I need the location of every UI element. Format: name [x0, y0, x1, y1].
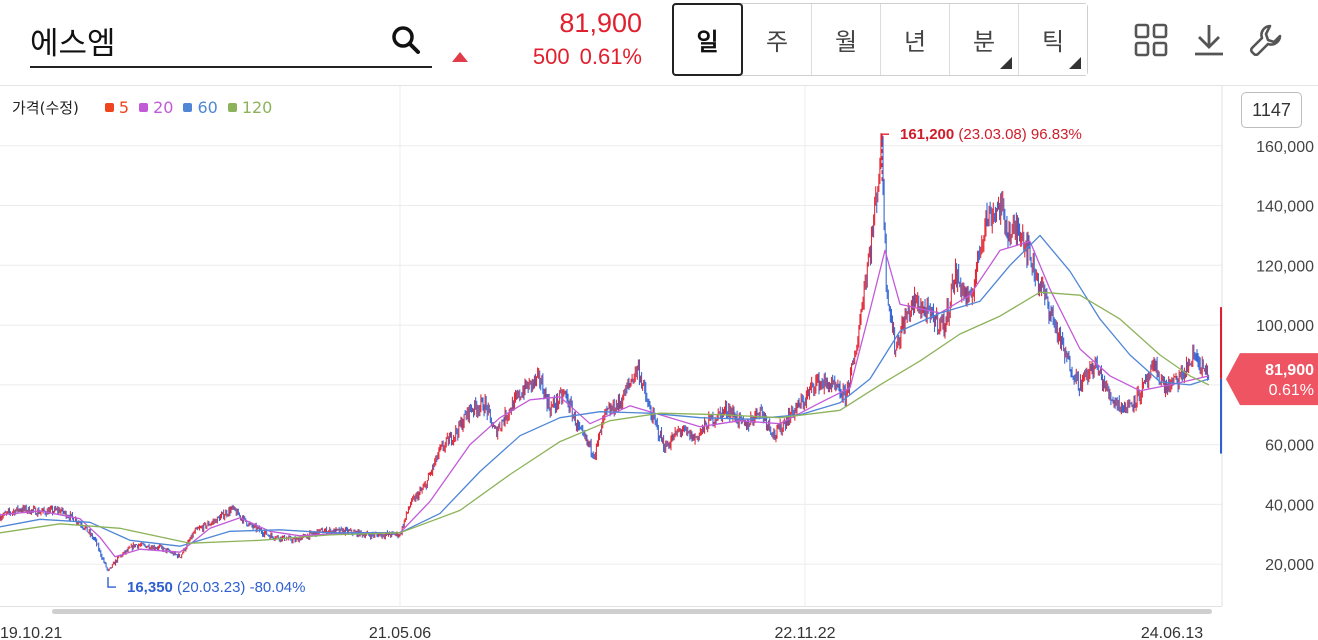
search-icon[interactable] [390, 24, 422, 56]
current-price-tag [1226, 353, 1318, 406]
legend-swatch [227, 103, 237, 112]
y-tick-label: 140,000 [1256, 199, 1314, 216]
chart-legend: 가격(수정) 5 20 60 120 [12, 97, 282, 118]
stock-price-chart[interactable]: 20,00040,00060,00080,000100,000120,00014… [0, 86, 1318, 640]
current-price-tag-value: 81,900 [1265, 362, 1314, 379]
period-button-label: 월 [834, 28, 858, 56]
header: 81,900 500 0.61% 일 주 월 년 분 틱 [0, 0, 1318, 86]
candle-count-badge[interactable]: 1147 [1241, 92, 1302, 128]
legend-item-label: 120 [241, 98, 273, 117]
period-button-label: 일 [696, 28, 719, 56]
price-change: 500 0.61% [480, 44, 642, 70]
stock-search-box [30, 14, 432, 68]
legend-price-label: 가격(수정) [12, 99, 79, 117]
current-price: 81,900 [559, 8, 642, 38]
period-button-label: 분 [972, 28, 996, 56]
x-tick-label: 22.11.22 [774, 625, 835, 640]
x-tick-label: 19.10.21 [0, 625, 62, 640]
y-tick-label: 120,000 [1256, 258, 1314, 275]
low-marker-arrow-icon [107, 577, 116, 588]
y-tick-label: 160,000 [1256, 139, 1314, 156]
stock-search-input[interactable] [30, 18, 370, 62]
period-button-2[interactable]: 월 [811, 4, 880, 75]
x-tick-label: 21.05.06 [369, 625, 431, 640]
legend-item-ma5[interactable]: 5 [104, 98, 130, 117]
layout-grid-icon[interactable] [1133, 22, 1169, 58]
moving-average-line-60 [0, 234, 1210, 547]
y-tick-label: 60,000 [1265, 438, 1314, 455]
x-axis-line [0, 606, 1222, 607]
period-button-0[interactable]: 일 [672, 3, 743, 76]
submenu-corner-icon [1069, 57, 1081, 69]
high-annotation: 161,200 (23.03.08) 96.83% [900, 126, 1082, 143]
period-button-label: 틱 [1041, 28, 1065, 56]
legend-swatch [183, 103, 193, 112]
legend-swatch [139, 103, 149, 112]
moving-average-line-120 [0, 291, 1210, 544]
legend-items: 5 20 60 120 [104, 98, 282, 117]
x-tick-label: 24.06.13 [1141, 625, 1203, 640]
legend-item-ma60[interactable]: 60 [183, 98, 218, 117]
period-button-label: 년 [903, 28, 927, 56]
period-button-4[interactable]: 분 [949, 4, 1018, 75]
legend-item-label: 5 [118, 98, 130, 117]
period-button-label: 주 [765, 28, 789, 56]
download-icon[interactable] [1191, 22, 1227, 58]
high-marker-arrow-icon [881, 133, 889, 141]
legend-item-label: 60 [197, 98, 218, 117]
low-annotation: 16,350 (20.03.23) -80.04% [127, 579, 305, 596]
current-price-tag-percent: 0.61% [1269, 382, 1314, 399]
y-tick-label: 20,000 [1265, 557, 1314, 574]
period-button-1[interactable]: 주 [742, 4, 811, 75]
price-up-arrow-icon [452, 52, 468, 62]
period-button-3[interactable]: 년 [880, 4, 949, 75]
legend-item-label: 20 [153, 98, 174, 117]
moving-average-line-20 [0, 240, 1210, 558]
settings-wrench-icon[interactable] [1248, 22, 1284, 58]
legend-swatch [104, 103, 114, 112]
period-button-5[interactable]: 틱 [1018, 4, 1087, 75]
legend-item-ma20[interactable]: 20 [139, 98, 173, 117]
legend-item-ma120[interactable]: 120 [227, 98, 273, 117]
submenu-corner-icon [1000, 57, 1012, 69]
price-change-percent: 0.61% [579, 44, 642, 69]
y-tick-label: 40,000 [1265, 497, 1314, 514]
price-change-amount: 500 [532, 44, 570, 69]
chart-scrollbar[interactable] [52, 609, 1212, 614]
y-tick-label: 100,000 [1256, 318, 1314, 335]
